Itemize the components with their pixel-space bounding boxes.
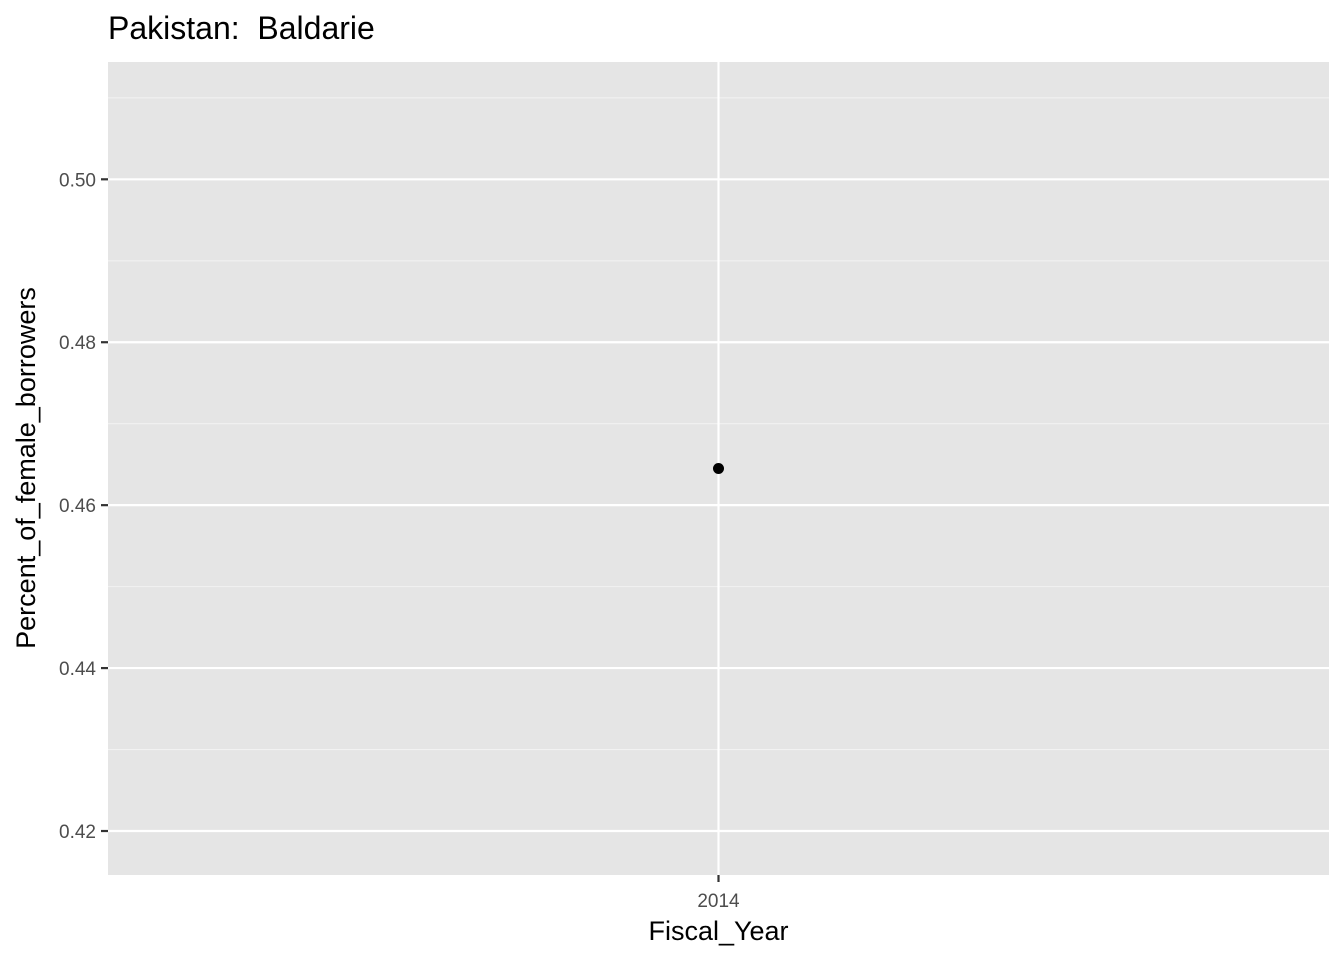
y-tick-label: 0.44 xyxy=(59,659,96,680)
y-tick-label: 0.48 xyxy=(59,333,96,354)
data-points xyxy=(713,463,724,474)
x-tick-label: 2014 xyxy=(697,891,740,912)
y-tick-label: 0.42 xyxy=(59,822,96,843)
y-tick-label: 0.50 xyxy=(59,170,96,191)
y-axis: 0.42 0.44 0.46 0.48 0.50 xyxy=(59,170,108,843)
y-axis-title: Percent_of_female_borrowers xyxy=(11,287,41,649)
x-axis-title: Fiscal_Year xyxy=(648,916,788,946)
y-tick-label: 0.46 xyxy=(59,496,96,517)
data-point xyxy=(713,463,724,474)
x-axis: 2014 xyxy=(697,875,740,912)
chart-title: Pakistan: Baldarie xyxy=(108,10,375,46)
